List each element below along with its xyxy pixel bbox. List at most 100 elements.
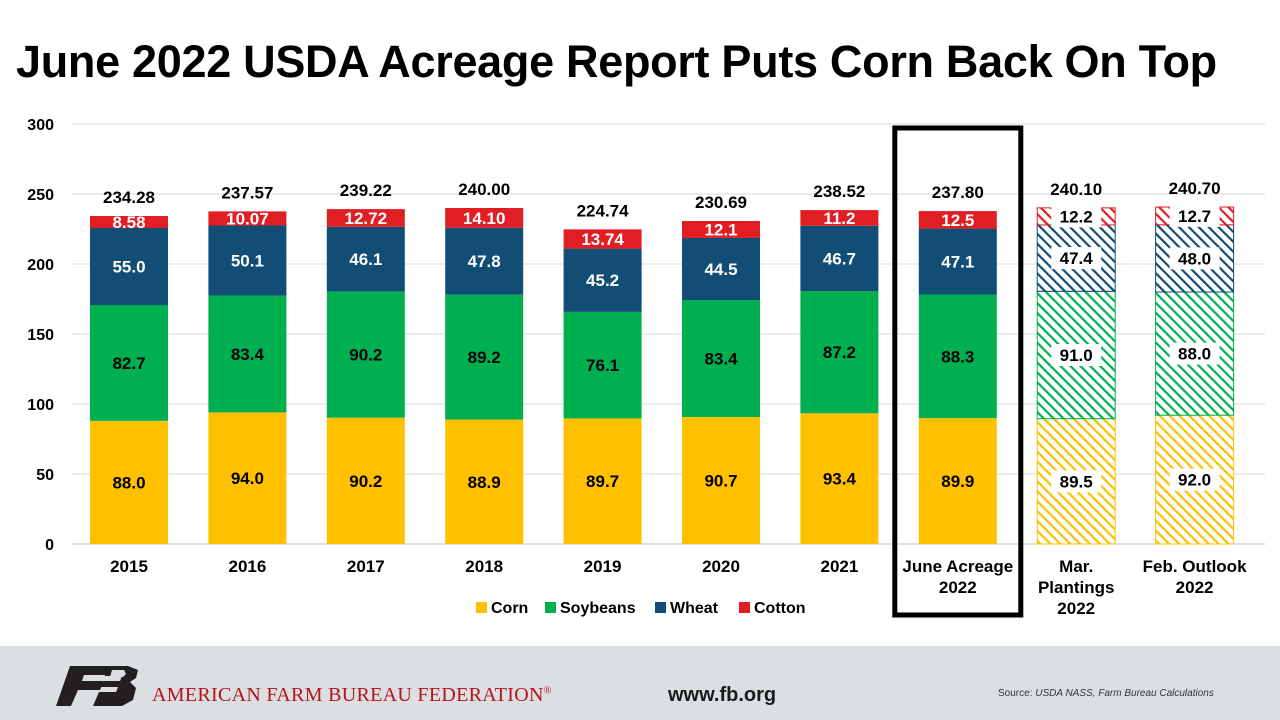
data-label-wheat: 55.0 [112, 258, 145, 277]
bar-segment-wheat [918, 228, 997, 295]
bar-segment-corn [445, 419, 524, 544]
total-label: 237.57 [221, 183, 273, 202]
data-label-corn: 93.4 [823, 470, 857, 489]
data-label-wheat: 48.0 [1178, 249, 1211, 268]
bar-segment-soybeans [682, 300, 760, 418]
stacked-bar-chart: 0 50 100 150 200 250 300 88.0 82.7 55.0 8.58 234.28… [27, 117, 1265, 618]
total-label: 240.70 [1169, 179, 1221, 198]
x-tick-label: 2019 [584, 557, 622, 576]
data-label-wheat: 46.1 [349, 250, 382, 269]
bar-segment-cotton [682, 221, 760, 238]
bar-segment-wheat [682, 237, 760, 301]
bar-segment-cotton [563, 229, 642, 249]
legend-swatch-corn [476, 602, 487, 613]
x-tick-label: June Acreage [902, 557, 1013, 576]
data-label-soybeans: 91.0 [1060, 346, 1093, 365]
bar-segment-corn [326, 417, 405, 544]
chart-title: June 2022 USDA Acreage Report Puts Corn … [16, 36, 1217, 87]
bar-segment-wheat [563, 248, 642, 312]
data-label-wheat: 50.1 [231, 252, 264, 271]
data-label-soybeans: 76.1 [586, 356, 619, 375]
data-label-soybeans: 88.0 [1178, 345, 1211, 364]
website-link[interactable]: www.fb.org [668, 684, 777, 706]
data-label-corn: 90.2 [349, 472, 382, 491]
data-label-soybeans: 83.4 [704, 350, 738, 369]
source-note: Source: USDA NASS, Farm Bureau Calculati… [998, 688, 1214, 699]
bar-segment-cotton [445, 208, 524, 228]
farm-bureau-logo [56, 666, 138, 706]
bar-segment-corn [800, 413, 879, 544]
bar-segment-wheat [445, 227, 524, 295]
data-label-cotton: 11.2 [823, 209, 855, 228]
data-label-corn: 89.7 [586, 472, 619, 491]
data-label-wheat: 45.2 [586, 271, 619, 290]
data-label-wheat: 47.4 [1060, 249, 1094, 268]
bar-segment-soybeans [563, 311, 642, 419]
bar-segment-soybeans [800, 291, 879, 414]
highlight-box [892, 125, 1024, 618]
total-label: 239.22 [340, 181, 392, 200]
total-label: 237.80 [932, 183, 984, 202]
bar-segment-cotton [800, 210, 879, 226]
data-label-soybeans: 87.2 [823, 343, 856, 362]
x-tick-label: 2022 [1176, 578, 1214, 597]
data-label-corn: 94.0 [231, 469, 264, 488]
data-label-soybeans: 89.2 [468, 348, 501, 367]
bar-segment-soybeans [90, 305, 168, 421]
data-label-cotton: 12.5 [941, 211, 974, 230]
data-label-background [1051, 470, 1102, 493]
data-label-background [1169, 247, 1220, 270]
data-label-wheat: 47.8 [468, 252, 501, 271]
data-label-wheat: 44.5 [704, 260, 737, 279]
y-tick-label: 250 [27, 187, 54, 204]
data-label-background [1051, 247, 1102, 270]
data-label-cotton: 13.74 [581, 230, 624, 249]
bar-segment-wheat [800, 225, 879, 292]
data-label-wheat: 47.1 [941, 253, 974, 272]
data-label-wheat: 46.7 [823, 249, 856, 268]
total-label: 240.00 [458, 180, 510, 199]
bar-segment-wheat [326, 226, 405, 292]
bar-segment-cotton [90, 216, 168, 229]
bar-segment-soybeans [208, 295, 287, 413]
legend-label-wheat: Wheat [670, 600, 719, 617]
total-label: 240.10 [1050, 180, 1102, 199]
organization-name-text: AMERICAN FARM BUREAU FEDERATION [152, 684, 544, 706]
y-tick-label: 100 [27, 397, 54, 414]
bar-segment-cotton [918, 211, 997, 229]
data-label-cotton: 12.7 [1178, 207, 1211, 226]
bar-segment-soybeans [445, 294, 524, 420]
data-label-corn: 90.7 [704, 472, 737, 491]
data-label-soybeans: 88.3 [941, 347, 974, 366]
data-label-background [1169, 468, 1220, 491]
data-label-cotton: 14.10 [463, 209, 506, 228]
x-tick-label: 2018 [465, 557, 503, 576]
data-label-corn: 89.5 [1060, 472, 1093, 491]
x-tick-label: 2022 [1057, 599, 1095, 618]
data-label-soybeans: 82.7 [112, 354, 145, 373]
x-tick-label: Mar. [1059, 557, 1093, 576]
x-tick-label: Feb. Outlook [1143, 557, 1247, 576]
data-label-corn: 92.0 [1178, 471, 1211, 490]
data-label-background [1051, 205, 1102, 228]
data-label-background [1051, 344, 1102, 366]
data-label-cotton: 10.07 [226, 209, 269, 228]
source-text: USDA NASS, Farm Bureau Calculations [1035, 688, 1214, 699]
legend-swatch-cotton [739, 602, 750, 613]
data-label-corn: 88.0 [112, 473, 145, 492]
total-label: 230.69 [695, 193, 747, 212]
x-tick-label: 2021 [820, 557, 858, 576]
x-tick-label: 2022 [939, 578, 977, 597]
y-tick-label: 150 [27, 327, 54, 344]
bar-segment-wheat [90, 228, 168, 306]
data-label-corn: 89.9 [941, 472, 974, 491]
data-label-cotton: 8.58 [112, 213, 145, 232]
legend-label-corn: Corn [491, 600, 528, 617]
data-label-soybeans: 83.4 [231, 345, 265, 364]
bar-segment-corn [918, 418, 997, 544]
bar-segment-cotton [208, 211, 287, 226]
data-label-cotton: 12.1 [704, 220, 737, 239]
data-label-corn: 88.9 [468, 473, 501, 492]
x-tick-label: 2015 [110, 557, 148, 576]
bar-segment-wheat [208, 225, 287, 296]
